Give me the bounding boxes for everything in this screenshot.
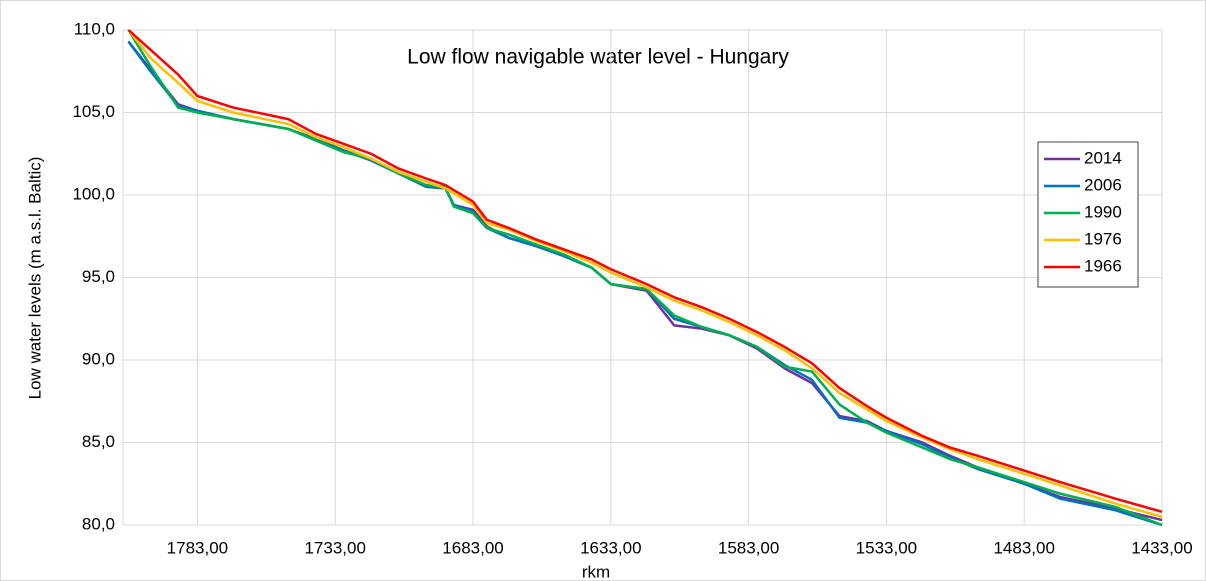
y-tick-label: 80,0	[82, 514, 115, 533]
x-tick-label: 1583,00	[718, 538, 779, 557]
x-tick-label: 1733,00	[304, 538, 365, 557]
legend-label: 2006	[1084, 175, 1122, 194]
plot-border	[122, 29, 1163, 526]
x-tick-label: 1433,00	[1131, 538, 1192, 557]
y-tick-label: 95,0	[82, 267, 115, 286]
y-tick-label: 110,0	[74, 19, 115, 38]
x-tick-label: 1783,00	[167, 538, 228, 557]
x-tick-label: 1633,00	[580, 538, 641, 557]
legend-label: 1976	[1084, 229, 1122, 248]
y-axis-label: Low water levels (m a.s.l. Baltic)	[25, 157, 44, 400]
y-tick-label: 90,0	[82, 349, 115, 368]
x-tick-label: 1683,00	[442, 538, 503, 557]
series-line	[127, 29, 1163, 514]
legend-label: 1990	[1084, 202, 1122, 221]
chart-title: Low flow navigable water level - Hungary	[407, 46, 789, 69]
y-tick-label: 105,0	[72, 102, 115, 121]
legend: 2014 2006 1990 1976 1966	[1037, 141, 1139, 288]
series-line	[127, 29, 1163, 527]
x-tick-label: 1483,00	[993, 538, 1054, 557]
legend-label: 2014	[1084, 148, 1122, 167]
legend-box	[1037, 141, 1139, 288]
y-tick-label: 85,0	[82, 432, 115, 451]
y-tick-label: 100,0	[72, 184, 115, 203]
legend-label: 1966	[1084, 256, 1122, 275]
x-axis-label: rkm	[582, 562, 610, 581]
x-tick-label: 1533,00	[856, 538, 917, 557]
series-line	[127, 29, 1163, 518]
